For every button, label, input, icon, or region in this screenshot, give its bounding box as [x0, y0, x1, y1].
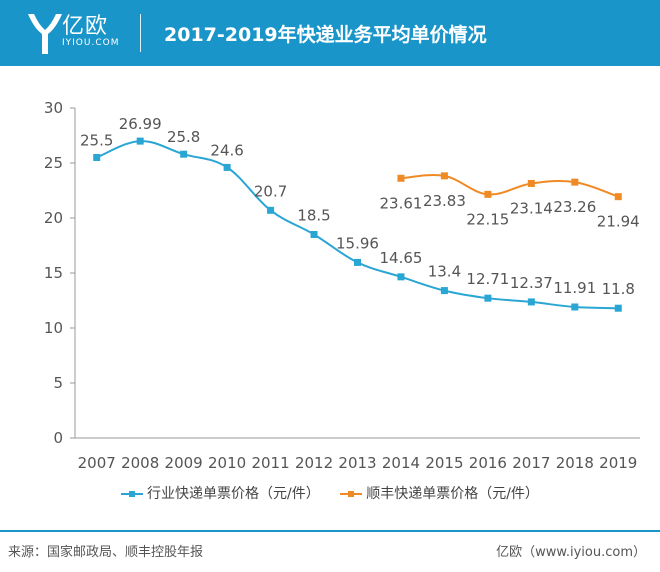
- data-point-industry: [527, 298, 535, 306]
- data-label-industry: 25.8: [167, 128, 200, 146]
- data-point-sf: [440, 172, 448, 180]
- data-label-industry: 25.5: [80, 132, 113, 150]
- data-point-industry: [614, 304, 622, 312]
- legend-item-industry: 行业快递单票价格（元/件）: [121, 483, 320, 503]
- data-point-industry: [310, 231, 318, 238]
- data-label-industry: 15.96: [336, 234, 379, 252]
- data-point-industry: [440, 287, 448, 295]
- data-label-sf: 21.94: [597, 213, 640, 231]
- data-label-industry: 20.7: [254, 182, 287, 200]
- y-tick-label: 25: [44, 154, 63, 172]
- x-tick-label: 2019: [599, 454, 637, 472]
- brand-name: 亿欧: [62, 14, 109, 39]
- x-tick-label: 2017: [512, 454, 550, 472]
- data-point-sf: [484, 190, 492, 198]
- y-tick-label: 15: [44, 264, 63, 282]
- data-label-industry: 26.99: [119, 115, 162, 133]
- data-point-sf: [527, 179, 535, 187]
- x-tick-label: 2013: [338, 454, 376, 472]
- x-tick-label: 2015: [425, 454, 463, 472]
- x-tick-label: 2009: [165, 454, 203, 472]
- data-label-sf: 23.26: [553, 198, 596, 216]
- x-axis: 2007 2008 2009 2010 2011 2012 2013 2014 2015 2016…: [75, 437, 640, 472]
- y-tick-label: 10: [44, 319, 63, 337]
- price-line-chart: 0 5 10 15 20 25 30 2007 2008 2009 2010 2011 2012 201…: [44, 99, 640, 472]
- data-label-industry: 18.5: [297, 207, 330, 225]
- data-label-industry: 24.6: [210, 141, 243, 159]
- data-label-industry: 12.71: [466, 270, 509, 288]
- x-tick-label: 2010: [208, 454, 246, 472]
- y-tick-label: 20: [44, 209, 63, 227]
- series-line-sf: [400, 173, 619, 198]
- data-label-sf: 23.83: [423, 192, 466, 210]
- data-label-sf: 22.15: [466, 210, 509, 228]
- page-title: 2017-2019年快递业务平均单价情况: [164, 24, 487, 46]
- header-banner: 亿欧 IYIOU.COM 2017-2019年快递业务平均单价情况: [0, 0, 660, 66]
- legend-swatch-sf: [340, 491, 363, 497]
- legend-item-sf: 顺丰快递单票价格（元/件）: [340, 483, 539, 503]
- data-label-industry: 12.37: [510, 274, 553, 292]
- brand-domain: IYIOU.COM: [62, 38, 120, 48]
- y-tick-label: 30: [44, 99, 63, 117]
- data-point-sf: [397, 174, 405, 182]
- x-tick-label: 2008: [121, 454, 159, 472]
- x-tick-label: 2011: [251, 454, 289, 472]
- data-point-industry: [223, 163, 231, 171]
- data-point-sf: [571, 178, 579, 186]
- x-tick-label: 2007: [78, 454, 116, 472]
- data-label-industry: 13.4: [428, 263, 461, 281]
- yiou-logo-icon: [28, 14, 62, 54]
- x-tick-label: 2018: [556, 454, 594, 472]
- data-label-industry: 14.65: [379, 249, 422, 267]
- data-point-industry: [180, 150, 188, 158]
- data-point-industry: [267, 206, 275, 214]
- data-point-industry: [397, 273, 405, 281]
- data-point-sf: [614, 193, 622, 201]
- data-label-sf: 23.61: [379, 194, 422, 212]
- legend-swatch-industry: [121, 491, 144, 497]
- x-tick-label: 2012: [295, 454, 333, 472]
- data-label-sf: 23.14: [510, 199, 553, 217]
- data-point-industry: [571, 303, 579, 311]
- data-point-industry: [484, 294, 492, 302]
- data-point-industry: [93, 154, 101, 161]
- legend-label-industry: 行业快递单票价格（元/件）: [147, 486, 320, 502]
- data-label-industry: 11.8: [602, 280, 635, 298]
- footer-divider: [0, 530, 660, 532]
- data-point-industry: [354, 258, 361, 266]
- y-axis: 0 5 10 15 20 25 30: [44, 99, 76, 447]
- y-tick-label: 5: [53, 374, 63, 392]
- y-tick-label: 0: [53, 429, 63, 447]
- source-note: 来源：国家邮政局、顺丰控股年报: [8, 545, 204, 560]
- legend-label-sf: 顺丰快递单票价格（元/件）: [366, 486, 539, 502]
- footer-brand: 亿欧（www.iyiou.com）: [496, 545, 646, 560]
- x-tick-label: 2016: [469, 454, 507, 472]
- data-point-industry: [136, 137, 144, 145]
- header-divider: [140, 14, 141, 52]
- chart-legend: 行业快递单票价格（元/件） 顺丰快递单票价格（元/件）: [0, 483, 660, 503]
- data-label-industry: 11.91: [553, 279, 596, 297]
- x-tick-label: 2014: [382, 454, 420, 472]
